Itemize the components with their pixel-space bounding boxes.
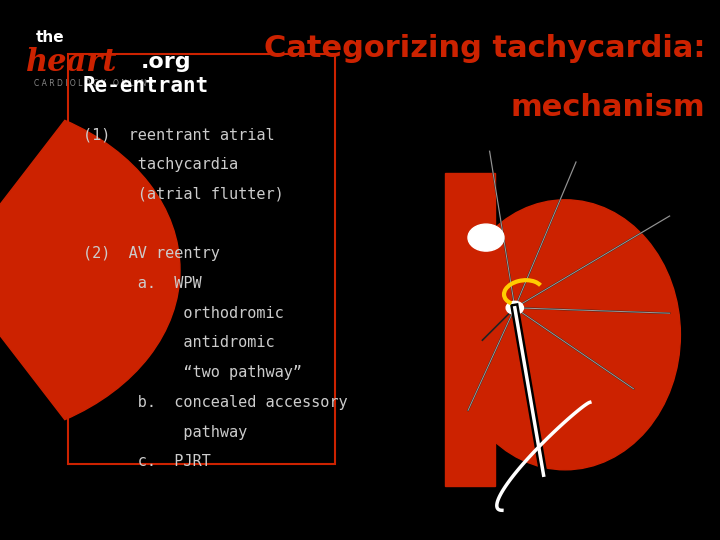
Text: (atrial flutter): (atrial flutter) — [83, 187, 284, 202]
Text: .org: .org — [140, 52, 191, 72]
Text: b.  concealed accessory: b. concealed accessory — [83, 395, 348, 410]
Wedge shape — [0, 120, 180, 420]
Text: c.  PJRT: c. PJRT — [83, 454, 210, 469]
Text: pathway: pathway — [83, 424, 247, 440]
Text: heart: heart — [26, 46, 118, 78]
Text: mechanism: mechanism — [511, 93, 706, 123]
Circle shape — [506, 301, 523, 314]
Text: C A R D I O L O G Y   O N L I N E: C A R D I O L O G Y O N L I N E — [34, 79, 153, 88]
Text: (1)  reentrant atrial: (1) reentrant atrial — [83, 127, 274, 143]
Bar — [445, 173, 495, 486]
Text: the: the — [36, 30, 65, 45]
Bar — [68, 54, 335, 464]
Text: (2)  AV reentry: (2) AV reentry — [83, 246, 220, 261]
Ellipse shape — [450, 200, 680, 470]
Text: a.  WPW: a. WPW — [83, 276, 202, 291]
Text: orthodromic: orthodromic — [83, 306, 284, 321]
Text: Re-entrant: Re-entrant — [83, 76, 209, 97]
Text: antidromic: antidromic — [83, 335, 274, 350]
Text: tachycardia: tachycardia — [83, 157, 238, 172]
Text: Categorizing tachycardia:: Categorizing tachycardia: — [264, 34, 706, 63]
Text: “two pathway”: “two pathway” — [83, 365, 302, 380]
Circle shape — [468, 224, 504, 251]
